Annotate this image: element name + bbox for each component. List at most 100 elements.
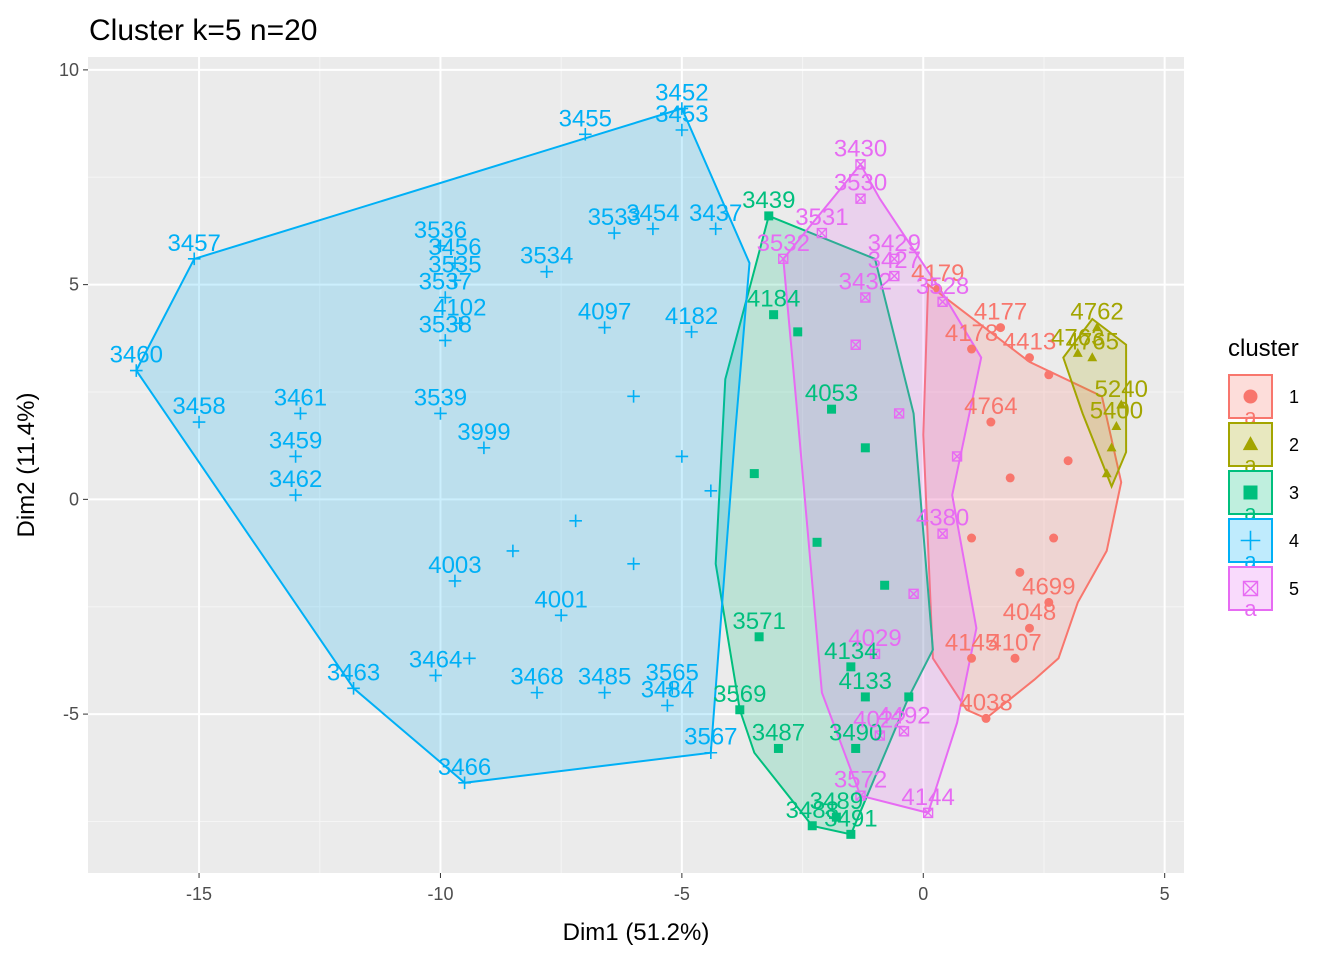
point-label: 3457: [168, 230, 221, 257]
point-label: 5400: [1090, 397, 1143, 424]
cluster-2-point: [1106, 442, 1117, 452]
point-label: 4764: [964, 393, 1017, 420]
point-label: 4182: [665, 303, 718, 330]
point-label: 4765: [1066, 329, 1119, 356]
cluster-4-point: [448, 274, 462, 287]
point-label: 3534: [520, 243, 573, 270]
cluster-4-point: [569, 514, 582, 528]
cluster-5-point: [850, 339, 861, 350]
legend-key-4: a: [1228, 518, 1273, 573]
cluster-5-point: [937, 296, 948, 307]
legend-key-letter: a: [1244, 596, 1257, 621]
x-tick-label: -10: [427, 884, 453, 904]
cluster-4-point: [646, 222, 660, 236]
y-tick-label: 10: [59, 60, 79, 80]
cluster-3-hull: [714, 214, 934, 836]
cluster-1-point: [1005, 473, 1015, 483]
cluster-points: [129, 102, 1127, 839]
cluster-4-point: [607, 226, 621, 240]
legend-label-4: 4: [1289, 531, 1299, 551]
cluster-4-point: [347, 682, 360, 695]
point-label: 4179: [911, 260, 964, 287]
point-label: 4053: [805, 380, 858, 407]
cluster-1-point: [1015, 567, 1025, 577]
cluster-5-point: [816, 227, 828, 239]
point-label: 3489: [810, 788, 863, 815]
cluster-3-point: [827, 404, 837, 414]
point-label: 3439: [742, 187, 795, 214]
point-label: 3432: [839, 269, 892, 296]
cluster-2-point: [1072, 347, 1083, 357]
cluster-4-point: [530, 686, 544, 699]
point-label: 3463: [327, 659, 380, 686]
point-label: 3461: [274, 384, 327, 411]
cluster-4-point: [675, 450, 689, 463]
cluster-4-point: [289, 488, 302, 502]
point-label: 3455: [559, 105, 612, 132]
cluster-4-point: [665, 682, 679, 695]
cluster-2-point: [1111, 420, 1122, 430]
cluster-5-point: [889, 253, 900, 265]
cluster-4-point: [453, 316, 467, 330]
cluster-4-point: [598, 686, 611, 699]
cluster-4-point: [438, 291, 452, 304]
point-label: 3462: [269, 466, 322, 493]
point-label: 3487: [752, 719, 805, 746]
point-label: 3427: [868, 247, 921, 274]
point-label: 4003: [428, 552, 481, 579]
cluster-5-point: [874, 730, 886, 741]
legend-label-1: 1: [1289, 387, 1299, 407]
cluster-3-point: [735, 705, 745, 715]
point-label: 3539: [414, 384, 467, 411]
cluster-4-point: [506, 544, 520, 558]
cluster-4-point: [294, 407, 307, 420]
cluster-1-point: [1063, 456, 1073, 466]
point-label: 4102: [433, 294, 486, 321]
point-label: 3437: [689, 200, 742, 227]
y-tick-label: -5: [63, 704, 79, 724]
cluster-4-point: [448, 574, 462, 588]
cluster-5-point: [855, 193, 866, 204]
cluster-1-point: [986, 417, 996, 427]
cluster-1-point: [967, 653, 977, 663]
cluster-4-point: [129, 364, 143, 377]
point-label: 5240: [1095, 376, 1148, 403]
cluster-5-point: [937, 528, 948, 539]
chart-title: Cluster k=5 n=20: [89, 14, 317, 47]
point-label: 4029: [848, 625, 901, 652]
y-axis-title: Dim2 (11.4%): [13, 393, 40, 538]
cluster-4-point: [289, 450, 302, 463]
cluster-1-point: [1024, 353, 1034, 363]
cluster-3-point: [904, 692, 914, 702]
point-label: 3456: [428, 234, 481, 261]
cluster-4-point: [675, 123, 689, 137]
point-label: 4762: [1070, 299, 1123, 326]
point-label: 4001: [534, 586, 587, 613]
x-axis-title: Dim1 (51.2%): [563, 919, 710, 946]
point-label: 4177: [974, 299, 1027, 326]
cluster-3-point: [793, 327, 803, 337]
cluster-4-point: [434, 407, 447, 420]
cluster-4-point: [554, 609, 568, 622]
cluster-1-point: [967, 344, 977, 354]
legend-label-2: 2: [1289, 435, 1299, 455]
cluster-2-point: [1116, 399, 1127, 409]
point-label: 3538: [419, 311, 472, 338]
x-tick-label: -15: [186, 884, 212, 904]
cluster-4-point: [598, 321, 611, 334]
point-label: 4144: [901, 784, 954, 811]
cluster-3-point: [769, 310, 779, 320]
cluster-3-point: [812, 537, 822, 547]
point-label: 4038: [959, 689, 1012, 716]
legend-label-3: 3: [1289, 483, 1299, 503]
cluster-5-point: [951, 451, 963, 462]
cluster-4-point: [434, 239, 447, 253]
point-label: 3454: [626, 200, 679, 227]
cluster-1-point: [981, 713, 991, 723]
point-label: 3531: [795, 204, 848, 231]
point-label: 4492: [877, 702, 930, 729]
point-label: 3458: [172, 393, 225, 420]
cluster-3-point: [860, 692, 870, 702]
point-label: 4763: [1051, 324, 1104, 351]
